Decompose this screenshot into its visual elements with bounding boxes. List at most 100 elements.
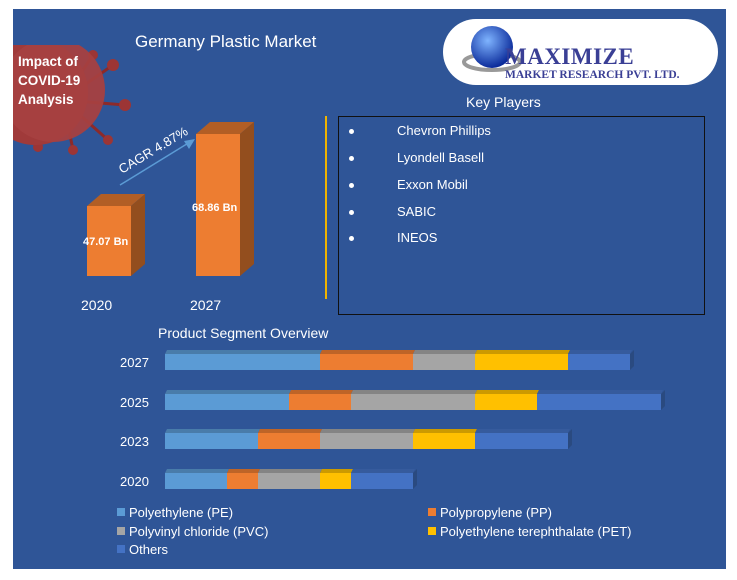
segment-polyvinyl-chloride-pvc--2023: [320, 433, 413, 449]
legend-label: Others: [129, 542, 169, 557]
segment-polyethylene-pe--2020: [165, 473, 227, 489]
segment-polypropylene-pp--2020: [227, 473, 258, 489]
legend-item: Polypropylene (PP): [428, 505, 552, 520]
segment-top: [475, 350, 570, 354]
segment-polyvinyl-chloride-pvc--2027: [413, 354, 475, 370]
x-tick-label: 2027: [190, 297, 221, 313]
bar-2020: [87, 205, 131, 276]
segment-polyethylene-terephthalate-pet--2027: [475, 354, 568, 370]
legend-item: Polyethylene (PE): [117, 505, 233, 520]
data-label: 47.07 Bn: [83, 236, 129, 248]
bar-side: [240, 121, 254, 276]
globe-icon: [462, 26, 522, 72]
data-label: 68.86 Bn: [192, 202, 238, 214]
bar-2027: [196, 133, 240, 276]
bullet-icon: [349, 183, 354, 188]
player-name: Lyondell Basell: [397, 150, 484, 165]
segment-top: [568, 350, 632, 354]
segment-top: [165, 429, 260, 433]
segment-top: [413, 350, 477, 354]
legend-label: Polyethylene terephthalate (PET): [440, 524, 632, 539]
key-players-list: Chevron Phillips Lyondell Basell Exxon M…: [338, 116, 705, 315]
cagr-arrow: [119, 141, 191, 186]
legend-label: Polyvinyl chloride (PVC): [129, 524, 269, 539]
covid-line-2: COVID-19: [18, 73, 81, 88]
segment-polyethylene-terephthalate-pet--2025: [475, 394, 537, 410]
bar-top: [87, 193, 145, 206]
bullet-icon: [349, 156, 354, 161]
legend-item: Others: [117, 542, 168, 557]
y-tick-label: 2025: [120, 395, 149, 410]
legend-swatch: [117, 508, 125, 516]
segment-top: [320, 350, 415, 354]
segment-top: [413, 429, 477, 433]
segment-polyethylene-terephthalate-pet--2023: [413, 433, 475, 449]
legend-swatch: [117, 545, 125, 553]
covid-impact-badge[interactable]: Impact of COVID-19 Analysis: [18, 52, 80, 109]
player-name: Chevron Phillips: [397, 123, 491, 138]
segment-polypropylene-pp--2025: [289, 394, 351, 410]
bullet-icon: [349, 129, 354, 134]
segment-polyethylene-pe--2023: [165, 433, 258, 449]
player-name: Exxon Mobil: [397, 177, 468, 192]
legend-swatch: [117, 527, 125, 535]
segment-others-2020: [351, 473, 413, 489]
bar-side: [413, 469, 417, 489]
segment-polyvinyl-chloride-pvc--2020: [258, 473, 320, 489]
player-name: INEOS: [397, 230, 438, 245]
bar-side: [131, 193, 145, 276]
segment-top: [258, 469, 322, 473]
segment-polypropylene-pp--2023: [258, 433, 320, 449]
player-name: SABIC: [397, 204, 437, 219]
segment-top: [351, 469, 415, 473]
chart-title: Germany Plastic Market: [135, 32, 317, 51]
segment-others-2023: [475, 433, 568, 449]
bar-side: [630, 350, 634, 370]
bar-side: [661, 390, 665, 410]
cagr-annotation: CAGR 4.87%: [116, 123, 191, 176]
legend-swatch: [428, 508, 436, 516]
segment-top: [165, 390, 291, 394]
segment-top: [537, 390, 663, 394]
y-tick-label: 2020: [120, 474, 149, 489]
covid-line-3: Analysis: [18, 92, 74, 107]
segment-top: [289, 390, 353, 394]
segment-top: [320, 429, 415, 433]
segment-polyethylene-pe--2025: [165, 394, 289, 410]
segment-others-2027: [568, 354, 630, 370]
legend-item: Polyethylene terephthalate (PET): [428, 524, 632, 539]
divider-line: [325, 116, 327, 299]
arrow-head-icon: [184, 139, 195, 149]
logo-main-text: MAXIMIZE: [505, 44, 635, 69]
segment-top: [475, 429, 570, 433]
key-players-title: Key Players: [466, 94, 541, 110]
covid-line-1: Impact of: [18, 54, 79, 69]
segment-chart-title: Product Segment Overview: [158, 325, 329, 341]
segment-others-2025: [537, 394, 661, 410]
segment-top: [227, 469, 260, 473]
segment-top: [320, 469, 353, 473]
segment-top: [165, 469, 229, 473]
segment-polyethylene-terephthalate-pet--2020: [320, 473, 351, 489]
segment-top: [351, 390, 477, 394]
legend-label: Polyethylene (PE): [129, 505, 234, 520]
virus-icon: [13, 45, 131, 155]
y-tick-label: 2023: [120, 434, 149, 449]
segment-top: [475, 390, 539, 394]
segment-polyethylene-pe--2027: [165, 354, 320, 370]
bar-top: [196, 121, 254, 134]
bullet-icon: [349, 210, 354, 215]
logo-sub-text: MARKET RESEARCH PVT. LTD.: [505, 69, 680, 81]
y-tick-label: 2027: [120, 355, 149, 370]
segment-polyvinyl-chloride-pvc--2025: [351, 394, 475, 410]
x-tick-label: 2020: [81, 297, 112, 313]
legend-item: Polyvinyl chloride (PVC): [117, 524, 268, 539]
bullet-icon: [349, 236, 354, 241]
legend-swatch: [428, 527, 436, 535]
segment-polypropylene-pp--2027: [320, 354, 413, 370]
segment-top: [258, 429, 322, 433]
legend-label: Polypropylene (PP): [440, 505, 552, 520]
bar-side: [568, 429, 572, 449]
segment-top: [165, 350, 322, 354]
